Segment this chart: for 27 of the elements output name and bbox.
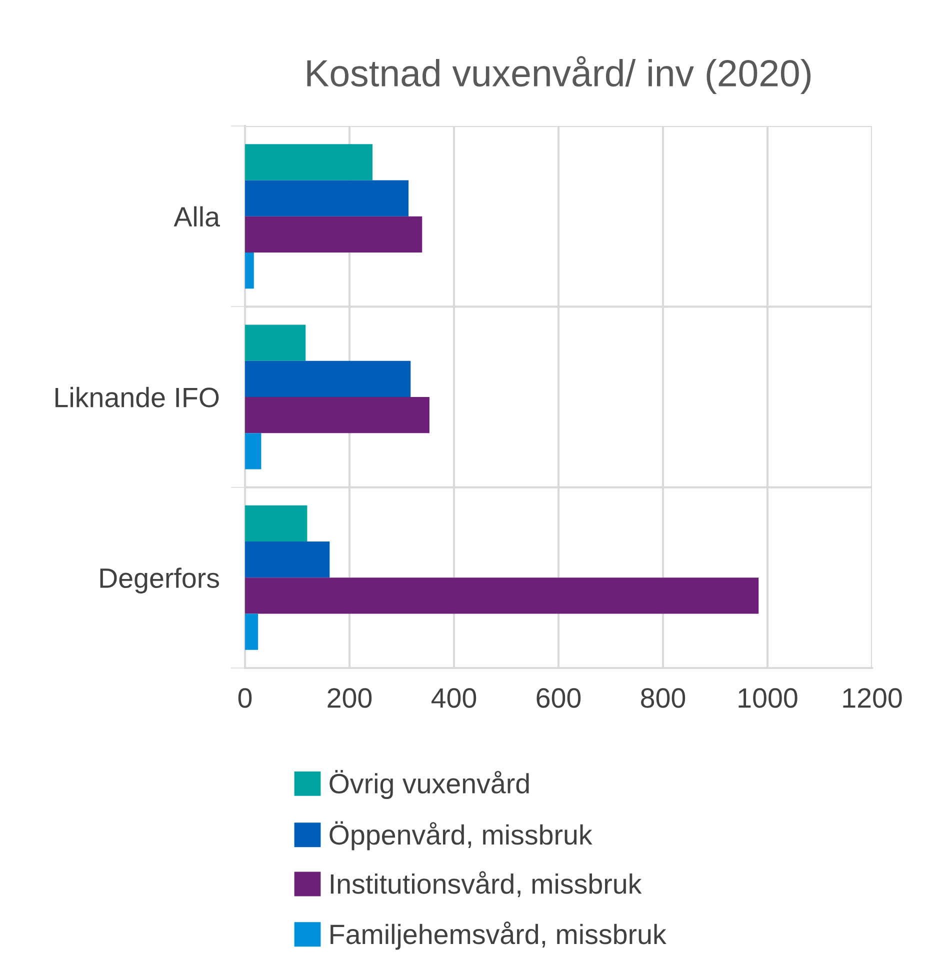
x-tick-label: 400 <box>431 688 476 708</box>
legend-label: Familjehemsvård, missbruk <box>330 922 666 950</box>
bar <box>245 614 258 650</box>
bar <box>245 216 422 252</box>
bar <box>245 433 262 470</box>
bar <box>245 144 372 180</box>
bar <box>245 578 759 614</box>
x-tick-label: 200 <box>328 688 372 708</box>
bar <box>245 252 254 289</box>
bar <box>245 180 409 216</box>
bar <box>245 360 411 397</box>
y-tick-label: Liknande IFO <box>56 386 219 408</box>
x-tick-label: 1000 <box>738 688 798 708</box>
bar <box>245 397 430 434</box>
y-tick-label: Alla <box>174 206 220 227</box>
y-tick-label: Degerfors <box>100 568 220 594</box>
bar <box>245 505 308 542</box>
legend-label: Övrig vuxenvård <box>330 770 529 800</box>
x-tick-label: 0 <box>238 688 252 708</box>
legend-label: Öppenvård, missbruk <box>330 821 592 850</box>
legend-label: Institutionsvård, missbruk <box>330 871 642 898</box>
x-tick-label: 600 <box>536 688 581 708</box>
bar <box>245 324 306 361</box>
x-tick-label: 1200 <box>843 688 902 708</box>
chart-title: Kostnad vuxenvård/ inv (2020) <box>307 56 811 94</box>
x-tick-label: 800 <box>641 688 686 708</box>
bar <box>245 542 330 578</box>
